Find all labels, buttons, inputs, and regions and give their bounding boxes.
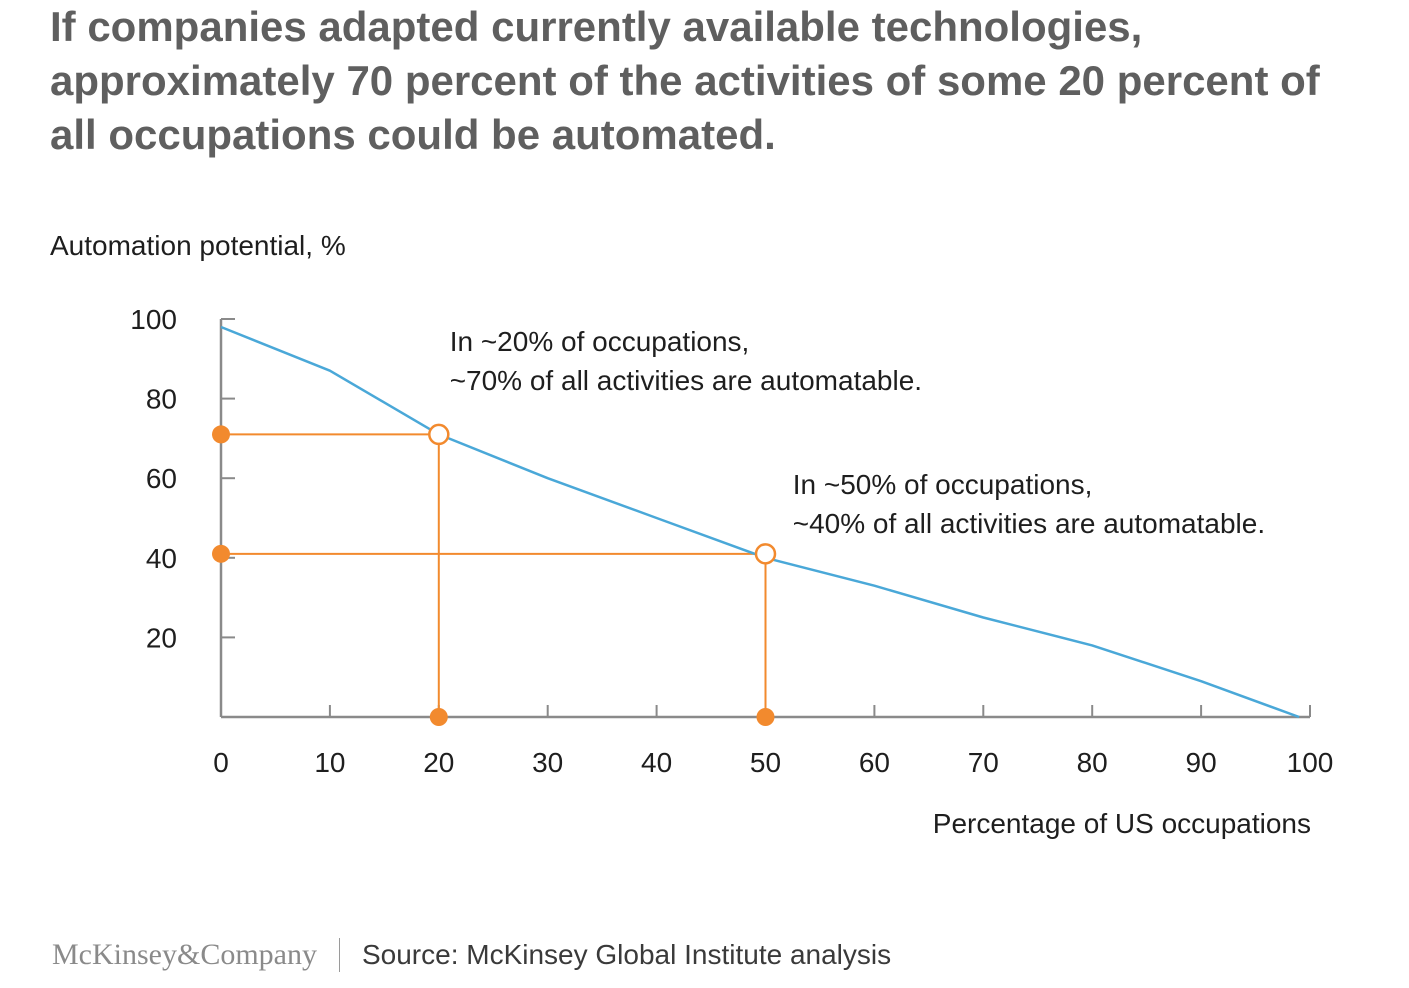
x-tick-label: 50 <box>750 747 781 778</box>
annotation: In ~20% of occupations, ~70% of all activ… <box>450 326 922 396</box>
x-tick-label: 0 <box>213 747 229 778</box>
x-tick-label: 100 <box>1287 747 1334 778</box>
x-tick-label: 10 <box>314 747 345 778</box>
highlight-point <box>428 423 450 446</box>
annotation: In ~50% of occupations, ~40% of all activ… <box>793 469 1265 539</box>
highlight-guides <box>221 433 767 717</box>
brand-logo: McKinsey&Company <box>52 938 317 971</box>
highlight-point <box>754 543 777 565</box>
annotation-line: ~40% of all activities are automatable. <box>793 508 1265 539</box>
y-axis-marker <box>212 544 230 563</box>
x-axis-marker <box>429 708 448 726</box>
x-tick-label: 90 <box>1186 747 1217 778</box>
x-tick-label: 30 <box>532 747 563 778</box>
highlight-markers <box>212 423 777 726</box>
footer: McKinsey&Company Source: McKinsey Global… <box>52 938 891 972</box>
footer-divider <box>338 938 340 972</box>
x-axis-label: Percentage of US occupations <box>932 808 1311 839</box>
y-tick-label: 80 <box>146 384 177 415</box>
x-tick-label: 20 <box>423 747 454 778</box>
y-tick-label: 40 <box>146 543 177 574</box>
x-tick-label: 80 <box>1077 747 1108 778</box>
y-tick-label: 60 <box>146 463 177 494</box>
y-tick-label: 20 <box>146 622 177 653</box>
annotation-line: ~70% of all activities are automatable. <box>450 365 922 396</box>
chart-title: If companies adapted currently available… <box>50 3 1320 158</box>
x-tick-label: 60 <box>859 747 890 778</box>
y-axis-label: Automation potential, % <box>50 230 346 261</box>
x-axis-marker <box>756 708 775 726</box>
y-axis-marker <box>212 425 230 444</box>
source-note: Source: McKinsey Global Institute analys… <box>361 939 892 970</box>
annotations: In ~20% of occupations, ~70% of all activ… <box>450 326 1265 539</box>
y-tick-label: 100 <box>130 304 177 335</box>
annotation-line: In ~50% of occupations, <box>793 469 1093 500</box>
annotation-line: In ~20% of occupations, <box>450 326 750 357</box>
x-tick-label: 70 <box>968 747 999 778</box>
x-tick-label: 40 <box>641 747 672 778</box>
